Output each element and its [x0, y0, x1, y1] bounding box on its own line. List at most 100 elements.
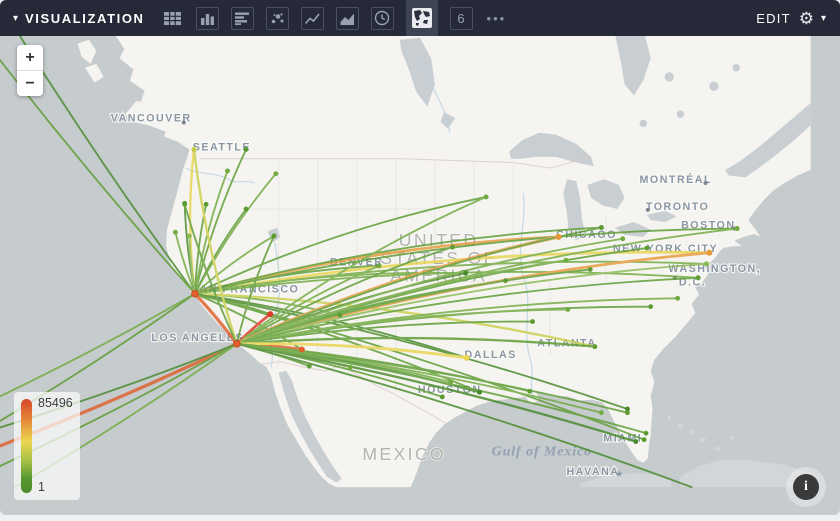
clock-icon[interactable] [370, 6, 394, 30]
route-endpoint [298, 346, 305, 353]
route-endpoint [620, 236, 626, 242]
route [235, 276, 700, 345]
zoom-out-button[interactable]: − [25, 74, 35, 92]
route [193, 227, 739, 295]
route [235, 246, 454, 345]
city-dot [703, 180, 708, 186]
island [77, 39, 97, 64]
route [235, 259, 567, 345]
route [235, 262, 708, 345]
route-endpoint [695, 275, 701, 281]
edit-button[interactable]: EDIT [756, 10, 791, 26]
route-endpoint [337, 312, 343, 318]
route-endpoint [463, 354, 470, 361]
vancouver-island [125, 101, 194, 144]
route-endpoint [527, 388, 533, 394]
route [193, 148, 248, 295]
route-endpoint [306, 363, 312, 369]
route [0, 292, 196, 398]
horizontal-bars-icon[interactable] [230, 6, 254, 30]
chart-type-switcher: 6 ••• [161, 0, 507, 36]
scatter-plot-icon[interactable] [265, 6, 289, 30]
route-endpoint [439, 394, 445, 400]
route [235, 264, 381, 345]
route [235, 342, 693, 489]
table-icon[interactable] [161, 7, 184, 30]
route-endpoint [203, 201, 209, 207]
lake-ontario [646, 210, 677, 223]
route [193, 208, 248, 295]
route-endpoint [563, 257, 569, 263]
lake-superior [509, 132, 594, 167]
route-endpoint [347, 364, 353, 370]
route [183, 203, 238, 345]
gulf-of-california [278, 370, 342, 483]
cuba-east [680, 460, 811, 488]
map-label-seattle: SEATTLE [193, 141, 251, 153]
area-chart-icon[interactable] [335, 6, 359, 30]
panel-title: VISUALIZATION [25, 10, 145, 26]
lake-huron [587, 179, 625, 209]
route [235, 195, 487, 345]
route [235, 336, 597, 348]
hub-sf [191, 289, 199, 298]
route [235, 342, 637, 443]
more-options-icon[interactable]: ••• [486, 10, 507, 26]
route-endpoint [633, 439, 639, 444]
line-chart-icon[interactable] [300, 6, 324, 30]
route [0, 58, 196, 295]
layer-count: 6 [457, 10, 465, 26]
map-label-los-angeles: LOS ANGELES [151, 332, 244, 344]
bar-chart-icon[interactable] [195, 6, 219, 30]
route-endpoint [641, 437, 647, 443]
route-endpoint [706, 249, 713, 256]
zoom-control: + − [17, 45, 43, 96]
map-label-vancouver: VANCOUVER [111, 113, 192, 125]
rivers [185, 58, 534, 398]
map-label-label: ★ [615, 469, 623, 479]
info-button[interactable]: i [793, 474, 819, 500]
route-endpoint [648, 304, 654, 310]
st-lawrence [725, 102, 811, 178]
color-legend: 85496 1 [14, 392, 80, 500]
route-endpoint [675, 295, 681, 301]
legend-max-value: 85496 [38, 396, 73, 410]
route-endpoint [450, 244, 455, 250]
route-endpoint [225, 168, 230, 174]
zoom-divider [17, 70, 43, 71]
island [85, 63, 104, 83]
route-endpoint [643, 430, 649, 436]
route-endpoint [483, 194, 489, 200]
gear-icon[interactable]: ⚙ [798, 8, 814, 28]
route-endpoint [587, 267, 593, 272]
zoom-in-button[interactable]: + [25, 48, 35, 66]
route [235, 320, 534, 345]
route-endpoint [704, 261, 709, 267]
dropdown-caret-icon[interactable]: ▾ [820, 12, 826, 24]
map-label-mexico: MEXICO [362, 444, 446, 464]
route [235, 342, 647, 435]
collapse-caret-icon[interactable]: ▾ [13, 12, 19, 24]
toolbar: ▾ VISUALIZATION [0, 0, 840, 36]
map-globe-icon[interactable] [405, 0, 438, 36]
route-endpoints [172, 147, 740, 444]
route-endpoint [503, 278, 508, 284]
map-label-montr-al: MONTRÉAL [640, 173, 712, 186]
route [235, 342, 468, 360]
map-label-havana: HAVANA [566, 466, 619, 478]
route [235, 237, 624, 345]
route-endpoint [555, 233, 562, 240]
route-endpoint [273, 171, 279, 177]
lake-erie [615, 222, 651, 237]
route-endpoint [267, 311, 274, 318]
cuba-west [579, 473, 672, 488]
flight-routes [0, 2, 739, 489]
route [235, 226, 603, 345]
city-dot [645, 207, 650, 212]
numbered-layer-icon[interactable]: 6 [449, 6, 473, 30]
route [193, 292, 629, 410]
route-endpoint [448, 379, 454, 385]
route-endpoint [376, 263, 382, 269]
